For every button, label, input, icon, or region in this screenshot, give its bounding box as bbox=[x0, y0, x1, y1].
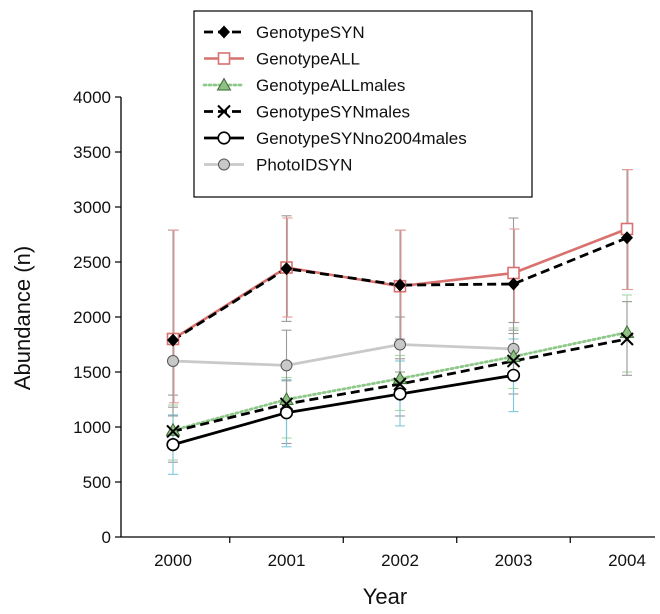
legend-entry: GenotypeALL bbox=[204, 50, 360, 69]
legend-marker bbox=[216, 77, 232, 91]
axes: 0 500 1000 1500 2000 2500 3000 3500 4000 2000 2001… bbox=[73, 88, 655, 570]
legend-marker bbox=[217, 131, 231, 145]
legend-entry: GenotypeALLmales bbox=[202, 76, 405, 95]
data-point-GenotypeSYN bbox=[280, 262, 293, 276]
data-point-GenotypeSYN bbox=[167, 333, 179, 347]
legend-entry: GenotypeSYNno2004males bbox=[204, 129, 467, 148]
legend-label: GenotypeALL bbox=[256, 50, 360, 69]
legend-box bbox=[193, 10, 533, 198]
legend-marker bbox=[218, 158, 230, 171]
legend-label: GenotypeSYN bbox=[256, 23, 365, 42]
legend-label: GenotypeSYNmales bbox=[256, 103, 410, 122]
y-tick-label: 3500 bbox=[73, 143, 111, 162]
series-line-PhotoIDSYN bbox=[172, 343, 514, 367]
y-tick-label: 500 bbox=[83, 473, 111, 492]
series-line-GenotypeSYNno2004males bbox=[172, 373, 514, 446]
y-tick-label: 2500 bbox=[73, 253, 111, 272]
x-tick-label: 2003 bbox=[495, 551, 533, 570]
data-point-GenotypeSYNno2004males bbox=[279, 406, 294, 420]
legend: GenotypeSYN GenotypeALL GenotypeALLmales Ge… bbox=[193, 10, 533, 198]
error-bars bbox=[168, 169, 633, 475]
y-tick-label: 3000 bbox=[73, 198, 111, 217]
data-point-GenotypeALL bbox=[507, 266, 520, 280]
legend-marker bbox=[217, 52, 231, 65]
data-point-GenotypeSYN bbox=[507, 277, 520, 291]
x-axis-title: Year bbox=[363, 584, 407, 609]
data-point-GenotypeSYNmales bbox=[166, 424, 180, 439]
data-point-GenotypeSYN bbox=[394, 278, 406, 292]
legend-marker bbox=[217, 104, 231, 119]
legend-label: PhotoIDSYN bbox=[256, 156, 352, 175]
data-point-PhotoIDSYN bbox=[280, 359, 293, 372]
series-markers bbox=[165, 222, 635, 452]
legend-label: GenotypeALLmales bbox=[256, 76, 405, 95]
legend-entry: GenotypeSYN bbox=[204, 23, 365, 42]
legend-marker bbox=[218, 25, 230, 39]
y-tick-label: 0 bbox=[102, 528, 111, 547]
data-point-PhotoIDSYN bbox=[167, 355, 179, 367]
x-tick-label: 2001 bbox=[268, 551, 306, 570]
y-tick-label: 2000 bbox=[73, 308, 111, 327]
error-bar bbox=[169, 229, 179, 404]
legend-entry: PhotoIDSYN bbox=[204, 156, 352, 175]
x-tick-label: 2002 bbox=[381, 551, 419, 570]
data-point-GenotypeSYN bbox=[621, 231, 633, 245]
x-tick-label: 2004 bbox=[608, 551, 646, 570]
data-point-PhotoIDSYN bbox=[394, 338, 406, 351]
y-tick-label: 4000 bbox=[73, 88, 111, 107]
y-tick-label: 1500 bbox=[73, 363, 111, 382]
data-point-GenotypeSYNno2004males bbox=[166, 438, 180, 452]
series-line-GenotypeSYN bbox=[172, 236, 628, 342]
data-point-GenotypeSYNno2004males bbox=[506, 368, 521, 382]
data-point-GenotypeSYNmales bbox=[393, 377, 407, 391]
data-point-GenotypeSYNmales bbox=[620, 332, 634, 346]
legend-entry: GenotypeSYNmales bbox=[204, 103, 410, 122]
data-point-GenotypeSYNmales bbox=[506, 354, 521, 368]
y-tick-label: 1000 bbox=[73, 418, 111, 437]
legend-label: GenotypeSYNno2004males bbox=[256, 129, 467, 148]
x-tick-label: 2000 bbox=[154, 551, 192, 570]
data-point-GenotypeSYNno2004males bbox=[393, 387, 407, 401]
y-axis-title: Abundance (n) bbox=[10, 246, 35, 390]
